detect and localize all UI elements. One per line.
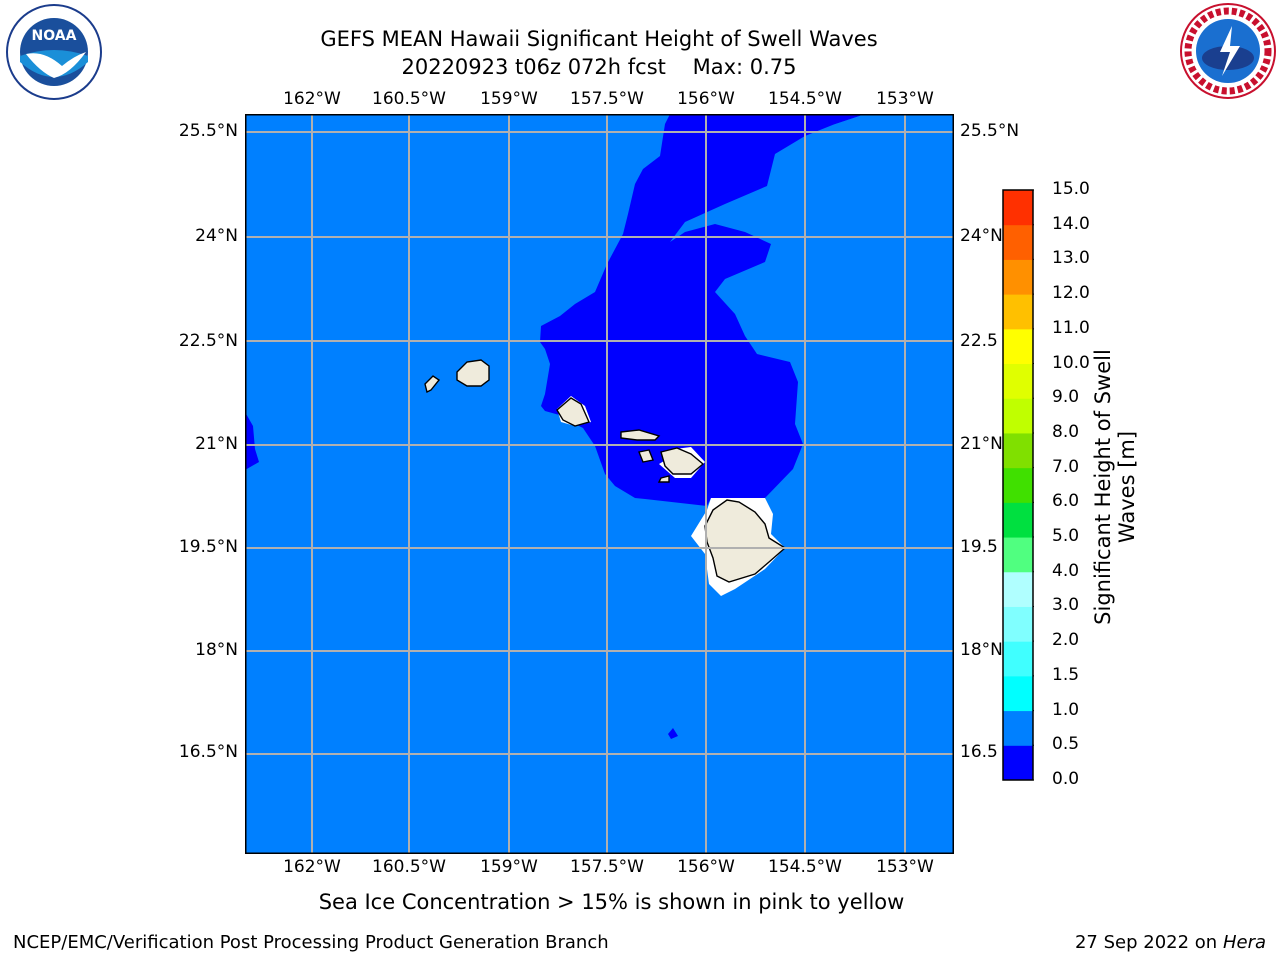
island-niihau — [424, 375, 441, 394]
y-tick-right: 25.5°N — [960, 121, 1020, 141]
colorbar-segment — [1003, 259, 1033, 295]
y-tick-right: 22.5 — [960, 331, 998, 351]
y-tick-right: 24°N — [960, 226, 1003, 246]
x-tick-bottom: 153°W — [876, 857, 934, 877]
low-swell-region — [540, 114, 865, 506]
colorbar-label: 9.0 — [1052, 387, 1080, 408]
y-tick-right: 21°N — [960, 434, 1003, 454]
island-molokai — [620, 429, 661, 441]
island-maui — [660, 447, 705, 475]
colorbar-label: 1.5 — [1052, 664, 1080, 685]
x-tick-top: 160.5°W — [372, 89, 446, 109]
colorbar-label: 14.0 — [1052, 213, 1090, 234]
x-tick-bottom: 162°W — [283, 857, 341, 877]
national-weather-service-logo — [1180, 3, 1276, 99]
y-tick-right: 16.5 — [960, 742, 998, 762]
y-tick-left: 21°N — [195, 434, 238, 454]
colorbar-label: 12.0 — [1052, 283, 1090, 304]
x-tick-bottom: 154.5°W — [768, 857, 842, 877]
colorbar-segment — [1003, 745, 1033, 781]
colorbar-label: 0.5 — [1052, 734, 1080, 755]
low-swell-south-speck — [668, 728, 678, 739]
colorbar-label: 0.0 — [1052, 769, 1080, 789]
colorbar-label: 5.0 — [1052, 526, 1080, 547]
island-oahu — [556, 397, 590, 427]
colorbar-label: 13.0 — [1052, 248, 1090, 269]
island-lanai — [638, 449, 654, 463]
x-tick-bottom: 157.5°W — [570, 857, 644, 877]
x-tick-bottom: 159°W — [480, 857, 538, 877]
colorbar-label: 10.0 — [1052, 352, 1090, 373]
colorbar-label: 7.0 — [1052, 456, 1080, 477]
footer-credit: NCEP/EMC/Verification Post Processing Pr… — [13, 932, 609, 953]
y-tick-left: 18°N — [195, 640, 238, 660]
y-tick-left: 25.5°N — [178, 121, 238, 141]
colorbar-label: 1.0 — [1052, 699, 1080, 720]
colorbar-label: 6.0 — [1052, 491, 1080, 512]
colorbar-label: 11.0 — [1052, 317, 1090, 338]
gridlines — [245, 114, 954, 854]
colorbar — [1002, 189, 1034, 781]
colorbar-label: 2.0 — [1052, 630, 1080, 651]
colorbar-segment — [1003, 398, 1033, 434]
sea-ice-note: Sea Ice Concentration > 15% is shown in … — [318, 890, 905, 914]
colorbar-segment — [1003, 294, 1033, 330]
colorbar-segment — [1003, 710, 1033, 746]
colorbar-segment — [1003, 537, 1033, 573]
colorbar-segment — [1003, 432, 1033, 469]
ocean-fill — [245, 114, 954, 854]
colorbar-segment — [1003, 502, 1033, 538]
noaa-logo: NOAA — [6, 4, 102, 100]
map-panel — [245, 114, 954, 854]
y-tick-left: 16.5°N — [178, 742, 238, 762]
x-tick-top: 159°W — [480, 89, 538, 109]
colorbar-segment — [1003, 190, 1033, 226]
colorbar-segment — [1003, 571, 1033, 607]
island-kahoolawe — [657, 475, 670, 483]
colorbar-segment — [1003, 606, 1033, 642]
colorbar-segment — [1003, 467, 1033, 503]
map-subtitle: 20220923 t06z 072h fcst Max: 0.75 — [401, 55, 797, 79]
x-tick-top: 153°W — [876, 89, 934, 109]
x-tick-top: 154.5°W — [768, 89, 842, 109]
x-tick-bottom: 156°W — [677, 857, 735, 877]
map-border — [245, 114, 954, 854]
x-tick-top: 162°W — [283, 89, 341, 109]
svg-text:NOAA: NOAA — [32, 28, 77, 44]
island-kauai — [456, 359, 490, 387]
x-tick-bottom: 160.5°W — [372, 857, 446, 877]
footer-date-text: 27 Sep 2022 on — [1074, 932, 1218, 953]
footer-date: 27 Sep 2022 on Hera — [1075, 932, 1266, 953]
y-tick-left: 24°N — [195, 226, 238, 246]
low-swell-small-ne — [805, 114, 865, 130]
y-tick-left: 22.5°N — [178, 331, 238, 351]
colorbar-border — [1002, 189, 1034, 781]
colorbar-label: 3.0 — [1052, 595, 1080, 616]
colorbar-label: 8.0 — [1052, 421, 1080, 442]
x-tick-top: 157.5°W — [570, 89, 644, 109]
colorbar-segment — [1003, 363, 1033, 399]
colorbar-segment — [1003, 675, 1033, 712]
colorbar-segment — [1003, 641, 1033, 677]
map-title: GEFS MEAN Hawaii Significant Height of S… — [320, 27, 878, 51]
footer-host: Hera — [1222, 932, 1266, 953]
x-tick-top: 156°W — [677, 89, 735, 109]
colorbar-segment — [1003, 328, 1033, 365]
colorbar-segment — [1003, 224, 1033, 260]
y-tick-left: 19.5°N — [178, 537, 238, 557]
y-tick-right: 18°N — [960, 640, 1003, 660]
low-swell-west-edge — [245, 412, 259, 470]
colorbar-title: Significant Height of Swell Waves [m] — [1091, 349, 1139, 625]
colorbar-label: 4.0 — [1052, 560, 1080, 581]
y-tick-right: 19.5 — [960, 537, 998, 557]
colorbar-label: 15.0 — [1052, 179, 1090, 199]
